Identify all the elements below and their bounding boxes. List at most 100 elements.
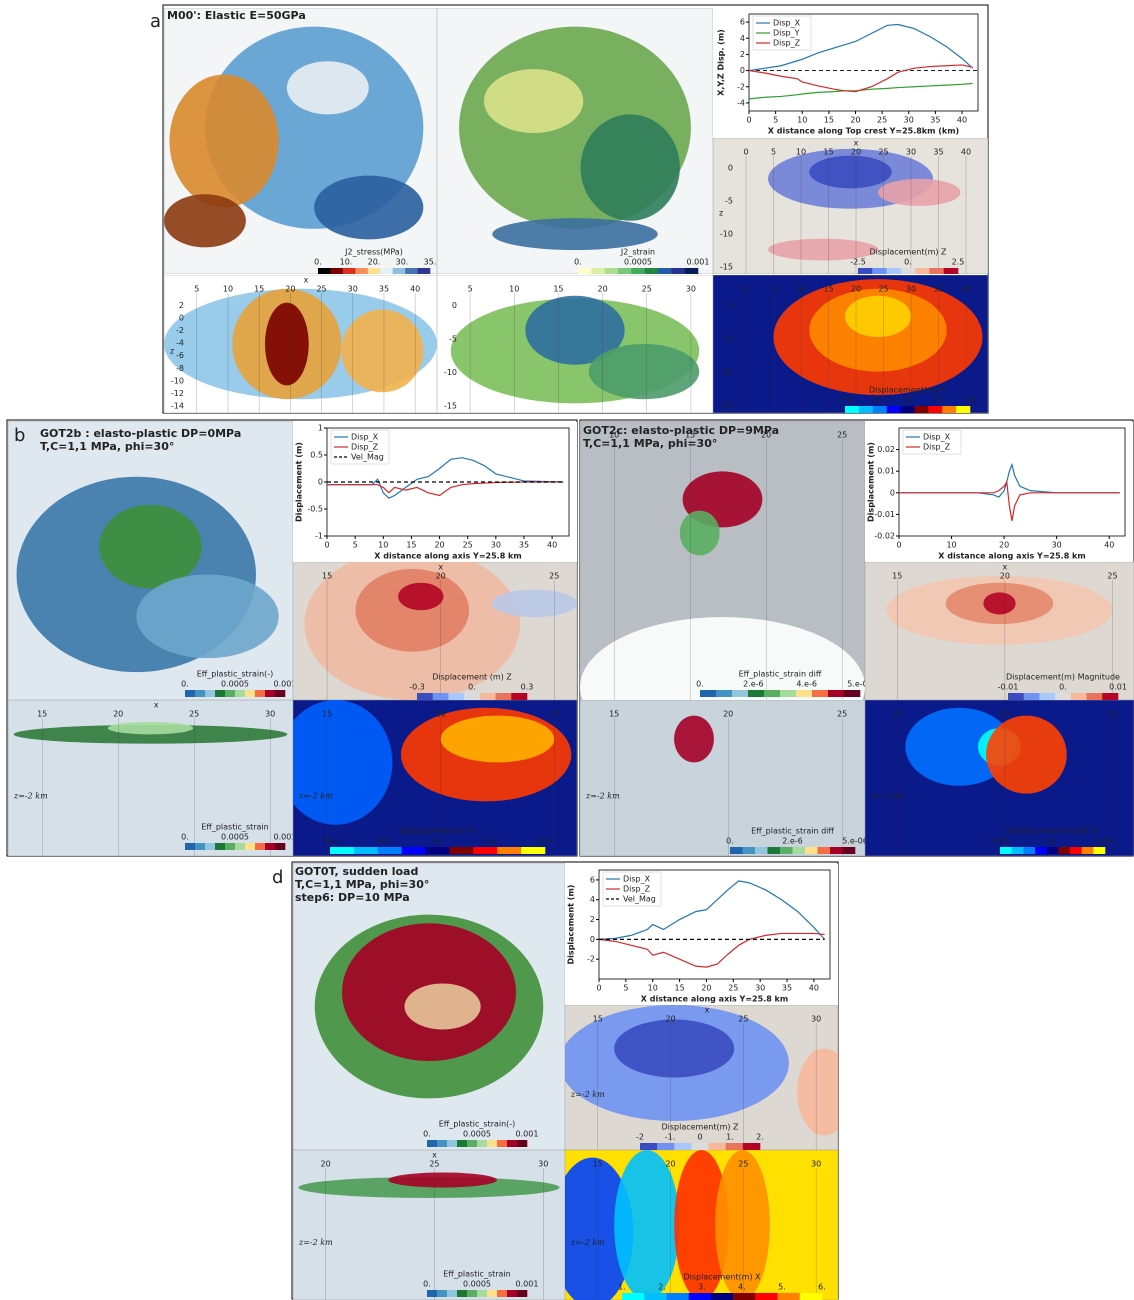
- render-region: [388, 1172, 497, 1188]
- data-line: [598, 932, 825, 968]
- view-x-tick: 5: [194, 285, 199, 294]
- colorbar-cell: [427, 1140, 438, 1147]
- colorbar-tick: 5.e-06: [842, 837, 868, 846]
- legend-label: Disp_X: [923, 433, 951, 442]
- render-view: 15 20 25 z=-2 km -0.01 0. 0.01Displacement(m)d…: [865, 700, 1134, 856]
- data-line: [327, 481, 564, 497]
- colorbar-cell: [401, 847, 426, 854]
- view-x-tick: 30: [811, 1015, 821, 1024]
- colorbar-cell: [497, 1140, 508, 1147]
- view-note: z=-2 km: [570, 1090, 605, 1099]
- colorbar-cell: [684, 268, 699, 274]
- view-z-tick: -6: [176, 351, 184, 360]
- colorbar-cell: [425, 847, 450, 854]
- legend-label: Disp_X: [351, 433, 379, 442]
- colorbar-cell: [497, 847, 522, 854]
- legend-label: Disp_Z: [923, 443, 951, 452]
- y-axis-label: Displacement (m): [295, 442, 304, 522]
- colorbar-cell: [427, 1290, 438, 1297]
- render-region: [314, 175, 424, 240]
- colorbar-cell: [618, 268, 632, 274]
- view-z-tick: -10: [720, 230, 733, 239]
- colorbar-cell: [657, 1143, 675, 1150]
- render-region: [440, 715, 555, 763]
- colorbar-cell: [255, 690, 266, 697]
- colorbar-tick: 0.: [181, 680, 189, 689]
- colorbar-cell: [507, 1140, 518, 1147]
- view-x-tick: 0: [743, 285, 748, 294]
- render-region: [905, 707, 1013, 786]
- view-x-tick: 15: [892, 710, 902, 719]
- x-tick-label: 40: [809, 984, 819, 993]
- colorbar-cell: [265, 843, 276, 850]
- view-z-tick: -10: [171, 376, 184, 385]
- colorbar-title: Eff_plastic_strain: [443, 1270, 510, 1279]
- view-x-label: x: [854, 139, 859, 148]
- x-tick-label: 10: [797, 116, 807, 125]
- x-tick-label: 20: [999, 541, 1009, 550]
- colorbar-cell: [245, 690, 256, 697]
- view-x-tick: 25: [316, 285, 326, 294]
- render-region: [809, 155, 892, 189]
- render-view: 20 25 30 x z=-2 km 0. 0.0005 0.001 Eff_plastic_s…: [293, 1150, 565, 1300]
- colorbar-cell: [733, 1293, 756, 1300]
- colorbar-cell: [235, 690, 246, 697]
- y-tick-label: 0.01: [877, 467, 895, 476]
- colorbar-tick: -1.: [665, 1133, 676, 1142]
- y-axis-label: Displacement (m): [567, 885, 576, 965]
- view-x-tick: 20: [436, 710, 446, 719]
- colorbar-tick: 5.: [778, 1283, 786, 1292]
- panel-title: GOT2b : elasto-plastic DP=0MPa: [40, 427, 241, 440]
- colorbar-tick: 0.0005: [463, 1280, 491, 1289]
- view-x-tick: 25: [429, 1160, 439, 1169]
- render-region: [99, 504, 202, 589]
- colorbar-cell: [215, 690, 226, 697]
- colorbar-cell: [225, 843, 236, 850]
- colorbar-tick: 35.: [424, 258, 437, 267]
- view-x-tick: 25: [738, 1015, 748, 1024]
- colorbar-cell: [700, 690, 717, 697]
- x-tick-label: 0: [596, 984, 601, 993]
- colorbar-cell: [742, 1143, 761, 1150]
- colorbar-tick: 0.5: [539, 837, 552, 846]
- data-line: [327, 457, 564, 499]
- render-view: 15 20 25 x -0.3 0. 0.3 Displacement (m) Z: [293, 562, 577, 700]
- legend-label: Disp_X: [773, 19, 801, 28]
- colorbar-cell: [830, 847, 843, 854]
- view-x-tick: 15: [609, 710, 619, 719]
- colorbar-tick: 4.: [738, 1283, 746, 1292]
- colorbar-title: Displacement(m) X: [869, 386, 947, 395]
- colorbar-cell: [1008, 693, 1025, 700]
- colorbar-tick: 0.001: [516, 1130, 539, 1139]
- view-x-tick: 10: [796, 285, 806, 294]
- colorbar-cell: [764, 690, 781, 697]
- x-tick-label: 35: [782, 984, 792, 993]
- colorbar-tick: -0.01: [990, 837, 1011, 846]
- colorbar-tick: 20.: [368, 258, 381, 267]
- view-x-tick: 30: [906, 285, 916, 294]
- render-region: [525, 295, 625, 365]
- colorbar-tick: 0.: [423, 1280, 431, 1289]
- colorbar-tick: 0.: [423, 1130, 431, 1139]
- legend-box: [902, 429, 962, 455]
- colorbar-tick: 0: [905, 396, 910, 405]
- colorbar-cell: [342, 268, 356, 274]
- data-line: [598, 880, 826, 940]
- x-tick-label: 20: [434, 541, 444, 550]
- colorbar-cell: [205, 690, 216, 697]
- y-tick-label: 0.5: [310, 451, 323, 460]
- colorbar-cell: [457, 1290, 468, 1297]
- render-region: [265, 302, 309, 386]
- view-background: [580, 700, 865, 856]
- colorbar-cell: [1055, 693, 1072, 700]
- panel-title: T,C=1,1 MPa, phi=30°: [583, 437, 717, 450]
- colorbar-cell: [725, 1143, 744, 1150]
- colorbar-tick: 0.: [314, 258, 322, 267]
- x-tick-label: 10: [946, 541, 956, 550]
- colorbar-title: Eff_plastic_strain diff: [739, 670, 822, 679]
- x-tick-label: 15: [824, 116, 834, 125]
